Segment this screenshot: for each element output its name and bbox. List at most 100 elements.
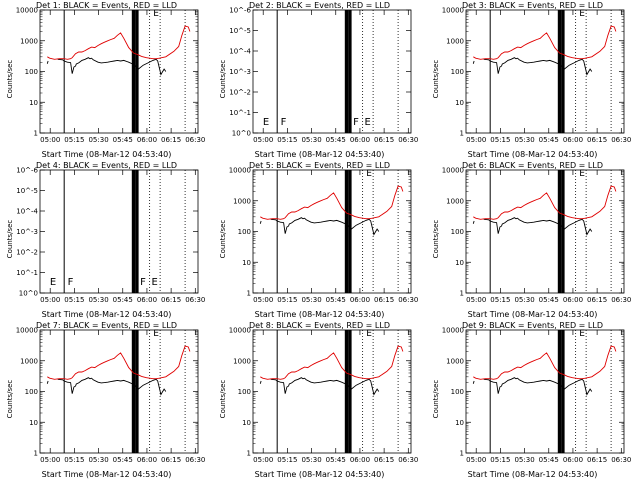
y-tick-label: 1000 (20, 37, 38, 45)
y-tick-label: 1 (460, 290, 464, 298)
y-tick-label: 1000 (233, 357, 251, 365)
chart-plot: 1 10 100 1000 10000 05:00 05:15 05:30 05:45 06:00… (442, 167, 632, 305)
panel-title: Det 7: BLACK = Events, RED = LLD (36, 321, 177, 330)
x-tick-label: 05:30 (301, 456, 321, 464)
flag-letter: E (579, 9, 585, 19)
x-tick-label: 05:45 (539, 456, 559, 464)
x-tick-label: 06:15 (161, 456, 181, 464)
y-tick-label: 10^-6 (16, 167, 38, 175)
events-series-line (483, 57, 593, 76)
flag-letter: F (68, 277, 74, 288)
y-tick-label: 100 (451, 68, 464, 76)
x-tick-label: 05:00 (40, 296, 60, 304)
chart-plot: 1 10 100 1000 10000 05:00 05:15 05:30 05:45 06:00… (16, 327, 206, 465)
events-series-line (472, 380, 475, 384)
x-tick-label: 06:00 (350, 296, 370, 304)
events-series-line (483, 377, 593, 396)
detector-panel: Det 1: BLACK = Events, RED = LLD Start Ti… (0, 0, 213, 160)
x-tick-label: 06:30 (185, 456, 205, 464)
x-axis-label: Start Time (08-Mar-12 04:53:40) (254, 150, 385, 159)
x-tick-label: 05:15 (64, 296, 84, 304)
x-tick-label: 06:30 (398, 296, 418, 304)
x-tick-label: 05:00 (466, 456, 486, 464)
x-tick-label: 06:15 (161, 136, 181, 144)
y-tick-label: 1000 (446, 37, 464, 45)
x-tick-label: 05:45 (539, 136, 559, 144)
y-tick-label: 10^-1 (229, 109, 251, 117)
y-tick-label: 1 (247, 450, 251, 458)
y-tick-label: 10000 (442, 167, 464, 175)
events-series-line (46, 60, 49, 64)
x-tick-label: 05:00 (40, 136, 60, 144)
flag-letter: E (366, 169, 372, 179)
x-tick-label: 05:30 (301, 296, 321, 304)
x-tick-label: 05:30 (514, 456, 534, 464)
y-tick-label: 10^0 (232, 130, 251, 138)
x-tick-label: 05:45 (113, 296, 133, 304)
x-tick-label: 06:15 (374, 456, 394, 464)
panel-title: Det 1: BLACK = Events, RED = LLD (36, 1, 177, 10)
x-tick-label: 06:30 (611, 456, 631, 464)
chart-plot: 10^0 10^-1 10^-2 10^-3 10^-4 10^-5 10^-6 05:00 0… (16, 167, 205, 305)
x-tick-label: 06:15 (587, 456, 607, 464)
x-tick-label: 05:30 (88, 456, 108, 464)
x-tick-label: 05:00 (466, 296, 486, 304)
x-tick-label: 05:45 (326, 456, 346, 464)
detector-panel: Det 5: BLACK = Events, RED = LLD Start Ti… (213, 160, 426, 320)
chart-plot: 10^0 10^-1 10^-2 10^-3 10^-4 10^-5 10^-6 05:00 0… (229, 7, 418, 145)
x-tick-label: 06:15 (587, 136, 607, 144)
x-tick-label: 05:30 (88, 136, 108, 144)
x-tick-label: 05:15 (277, 456, 297, 464)
flag-letter: E (151, 277, 157, 288)
x-tick-label: 06:15 (374, 136, 394, 144)
x-tick-label: 05:00 (466, 136, 486, 144)
x-tick-label: 05:15 (64, 136, 84, 144)
lld-series-line (260, 345, 404, 380)
x-tick-label: 06:15 (374, 296, 394, 304)
x-tick-label: 05:30 (514, 136, 534, 144)
panel-title: Det 9: BLACK = Events, RED = LLD (462, 321, 603, 330)
flag-letter: E (579, 169, 585, 179)
chart-plot: 1 10 100 1000 10000 05:00 05:15 05:30 05:45 06:00… (442, 7, 632, 145)
y-tick-label: 1000 (446, 357, 464, 365)
x-tick-label: 05:15 (64, 456, 84, 464)
events-series-line (57, 377, 167, 396)
y-tick-label: 10^0 (19, 290, 38, 298)
events-series-line (270, 377, 380, 396)
x-tick-label: 05:00 (253, 456, 273, 464)
y-tick-label: 10^-4 (16, 208, 38, 216)
events-series-line (259, 380, 262, 384)
y-tick-label: 100 (25, 68, 38, 76)
x-tick-label: 05:45 (539, 296, 559, 304)
y-tick-label: 1 (34, 130, 38, 138)
y-tick-label: 10 (455, 99, 464, 107)
x-tick-label: 05:15 (277, 136, 297, 144)
detector-panel: Det 4: BLACK = Events, RED = LLD Start Ti… (0, 160, 213, 320)
y-tick-label: 10000 (442, 327, 464, 335)
lld-series-line (260, 185, 404, 220)
x-axis-label: Start Time (08-Mar-12 04:53:40) (254, 310, 385, 319)
x-tick-label: 06:00 (563, 296, 583, 304)
x-tick-label: 06:00 (563, 456, 583, 464)
flag-letter: E (153, 9, 159, 19)
y-tick-label: 1000 (20, 357, 38, 365)
x-tick-label: 06:00 (350, 456, 370, 464)
y-tick-label: 1 (247, 290, 251, 298)
x-tick-label: 06:30 (185, 136, 205, 144)
lld-series-line (473, 25, 617, 60)
y-tick-label: 10 (455, 419, 464, 427)
lld-series-line (473, 345, 617, 380)
x-tick-label: 05:00 (40, 456, 60, 464)
y-tick-label: 10 (242, 259, 251, 267)
x-axis-label: Start Time (08-Mar-12 04:53:40) (467, 470, 598, 479)
panel-title: Det 8: BLACK = Events, RED = LLD (249, 321, 390, 330)
detector-panel: Det 3: BLACK = Events, RED = LLD Start Ti… (426, 0, 639, 160)
detector-panel: Det 6: BLACK = Events, RED = LLD Start Ti… (426, 160, 639, 320)
detector-panel: Det 2: BLACK = Events, RED = LLD Start Ti… (213, 0, 426, 160)
x-tick-label: 05:45 (326, 136, 346, 144)
y-tick-label: 10 (242, 419, 251, 427)
lld-series-line (47, 25, 191, 60)
flag-letter: E (579, 329, 585, 339)
y-tick-label: 10^-6 (229, 7, 251, 15)
x-tick-label: 05:00 (253, 136, 273, 144)
